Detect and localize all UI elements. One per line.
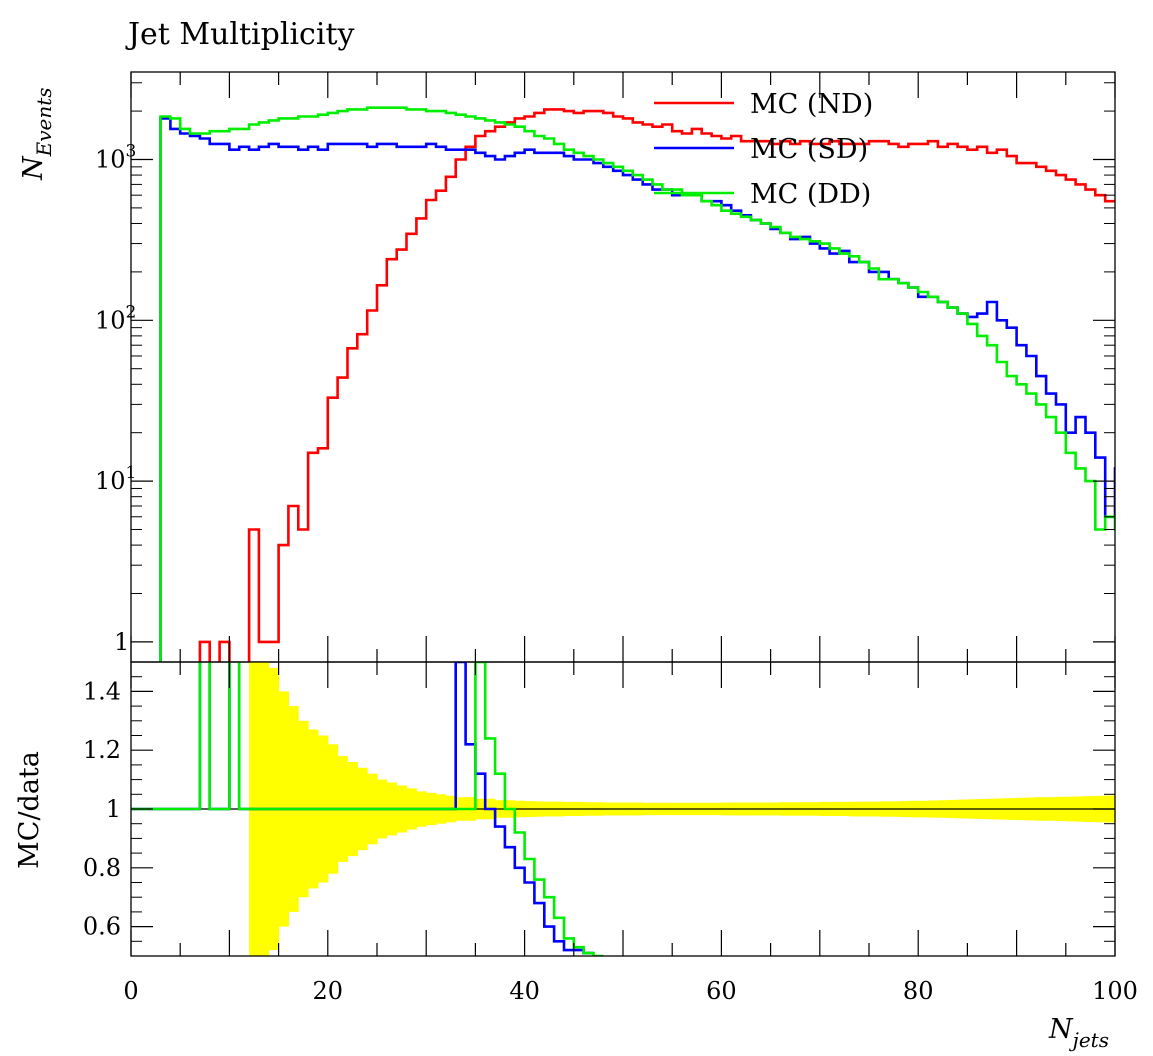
main-y-tick-label: 1 bbox=[114, 628, 129, 656]
main-series-layer bbox=[159, 106, 1115, 662]
ratio-y-tick-label: 1.4 bbox=[83, 677, 121, 705]
ratio-x-ticks: 0 20 40 60 80 100 bbox=[123, 662, 1138, 1005]
chart-title: Jet Multiplicity bbox=[125, 17, 355, 52]
legend: MC (ND) MC (SD) MC (DD) bbox=[654, 89, 873, 210]
main-y-tick-label-base: 1 bbox=[114, 628, 129, 656]
legend-entry-label: MC (DD) bbox=[750, 179, 871, 210]
ratio-y-tick-label: 1.2 bbox=[83, 736, 121, 764]
ratio-y-tick-label: 0.6 bbox=[83, 913, 121, 941]
main-series-mcnd bbox=[198, 108, 1115, 662]
main-series-mcdd bbox=[159, 106, 1115, 662]
x-tick-label: 100 bbox=[1092, 977, 1138, 1005]
ratio-y-tick-label: 0.8 bbox=[83, 854, 121, 882]
main-y-tick-label-exponent: 3 bbox=[126, 141, 137, 161]
ratio-y-tick-label: 1 bbox=[106, 795, 121, 823]
main-y-tick-label: 102 bbox=[95, 302, 136, 334]
main-y-tick-label-exponent: 1 bbox=[126, 463, 137, 483]
main-y-tick-label: 101 bbox=[95, 463, 136, 495]
x-tick-label: 40 bbox=[509, 977, 540, 1005]
legend-entry-label: MC (ND) bbox=[750, 89, 873, 120]
x-label-base: N bbox=[1048, 1014, 1074, 1045]
main-x-ticks bbox=[130, 72, 1116, 662]
x-label-subscript: jets bbox=[1069, 1028, 1109, 1052]
x-tick-label: 60 bbox=[706, 977, 737, 1005]
x-tick-label: 0 bbox=[123, 977, 138, 1005]
x-axis-label: Njets bbox=[1048, 1014, 1109, 1052]
main-y-tick-label-base: 10 bbox=[95, 145, 126, 173]
main-y-tick-label-exponent: 2 bbox=[126, 302, 137, 322]
main-y-label-subscript: Events bbox=[32, 87, 56, 157]
main-y-tick-label-base: 10 bbox=[95, 467, 126, 495]
main-y-label-base: N bbox=[18, 155, 49, 181]
ratio-y-axis-label: MC/data bbox=[14, 751, 45, 869]
x-tick-label: 20 bbox=[313, 977, 344, 1005]
ratio-series-mcdd bbox=[131, 662, 604, 956]
ratio-series-layer bbox=[131, 662, 604, 956]
svg-text:MC/data: MC/data bbox=[14, 751, 45, 869]
main-y-tick-label: 103 bbox=[95, 141, 136, 173]
main-series-mcsd bbox=[159, 117, 1115, 662]
x-tick-label: 80 bbox=[903, 977, 934, 1005]
legend-entry-label: MC (SD) bbox=[750, 134, 868, 165]
main-y-axis-label: NEvents bbox=[18, 87, 56, 181]
svg-text:NEvents: NEvents bbox=[18, 87, 56, 181]
ratio-y-ticks: 0.6 0.8 1 1.2 1.4 bbox=[83, 676, 1115, 942]
ratio-panel: 0.6 0.8 1 1.2 1.4 0 20 40 60 80 100 bbox=[83, 661, 1138, 1005]
main-y-tick-label-base: 10 bbox=[95, 306, 126, 334]
